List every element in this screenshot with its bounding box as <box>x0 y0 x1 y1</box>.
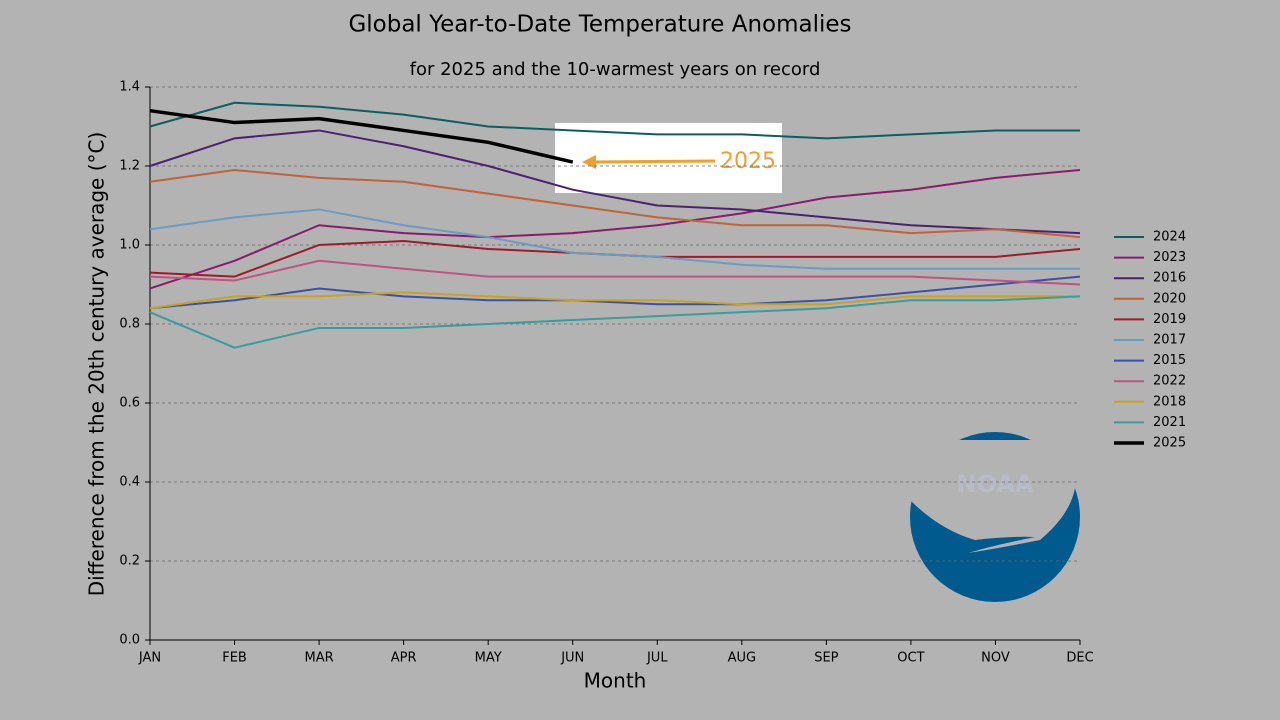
series-line <box>149 129 1081 235</box>
series-line <box>149 295 1081 349</box>
legend-label: 2024 <box>1153 230 1186 245</box>
series-line <box>149 291 1080 310</box>
legend-label: 2020 <box>1153 291 1186 306</box>
y-tick-label: 1.4 <box>119 80 140 95</box>
x-tick-label: JUL <box>646 651 668 666</box>
legend-label: 2016 <box>1153 271 1186 286</box>
x-tick-label: NOV <box>981 651 1010 666</box>
legend-label: 2015 <box>1153 353 1186 368</box>
y-tick-label: 0.8 <box>119 317 140 332</box>
x-tick-label: FEB <box>222 651 247 666</box>
annotation-arrowhead <box>582 155 596 169</box>
series-line <box>149 168 1081 239</box>
x-tick-label: JAN <box>138 651 161 666</box>
series-line <box>149 108 574 164</box>
legend-label: 2021 <box>1153 415 1186 430</box>
x-tick-label: MAY <box>475 651 502 666</box>
noaa-logo: NOAA <box>890 432 1100 602</box>
x-tick-label: APR <box>391 651 417 666</box>
legend-label: 2018 <box>1153 394 1186 409</box>
x-tick-label: MAR <box>305 651 334 666</box>
y-tick-label: 0.2 <box>119 554 140 569</box>
x-axis-label: Month <box>584 669 647 693</box>
series-line <box>149 275 1081 310</box>
series-line <box>149 259 1081 286</box>
y-tick-label: 0.6 <box>119 396 140 411</box>
logo-bird <box>890 440 1100 553</box>
logo-text: NOAA <box>957 470 1034 498</box>
x-tick-label: DEC <box>1066 651 1093 666</box>
y-tick-label: 0.0 <box>119 633 140 648</box>
y-tick-label: 0.4 <box>119 475 140 490</box>
x-tick-label: AUG <box>728 651 756 666</box>
chart-title: Global Year-to-Date Temperature Anomalie… <box>348 12 851 38</box>
legend-label: 2019 <box>1153 312 1186 327</box>
x-tick-label: SEP <box>814 651 838 666</box>
series-line <box>149 101 1080 140</box>
y-tick-label: 1.2 <box>119 159 140 174</box>
annotation-arrow <box>591 159 716 164</box>
annotation-text: 2025 <box>720 149 776 174</box>
series-line <box>149 168 1081 290</box>
x-tick-label: JUN <box>560 651 584 666</box>
chart-subtitle: for 2025 and the 10-warmest years on rec… <box>410 59 821 80</box>
legend-label: 2017 <box>1153 333 1186 348</box>
legend-label: 2025 <box>1153 436 1186 451</box>
legend-label: 2022 <box>1153 374 1186 389</box>
legend-label: 2023 <box>1153 250 1186 265</box>
y-axis-label: Difference from the 20th century average… <box>85 132 109 597</box>
y-tick-label: 1.0 <box>119 238 140 253</box>
series-line <box>149 208 1080 270</box>
x-tick-label: OCT <box>897 651 924 666</box>
